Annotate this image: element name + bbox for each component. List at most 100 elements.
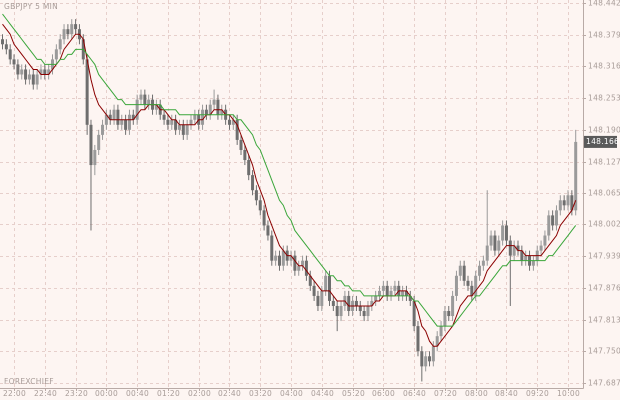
- candle-body: [520, 250, 524, 261]
- candle-body: [216, 99, 220, 115]
- candle-body: [435, 336, 439, 347]
- candle-body: [412, 300, 416, 327]
- x-tick-label: 08:40: [495, 389, 518, 398]
- candle-body: [370, 300, 374, 306]
- candle-body: [262, 210, 266, 226]
- candle-body: [193, 114, 197, 120]
- candle-body: [389, 290, 393, 296]
- x-tick-label: 05:20: [342, 389, 365, 398]
- candle-body: [331, 300, 335, 306]
- candle-body: [339, 305, 343, 317]
- candle-body: [470, 285, 474, 296]
- y-tick-label: 148.127: [588, 158, 620, 167]
- candle-body: [124, 119, 128, 130]
- candle-body: [485, 245, 489, 261]
- y-tick-label: 147.813: [588, 316, 620, 325]
- candle-body: [154, 104, 158, 110]
- y-tick-label: 148.253: [588, 94, 620, 103]
- candle-body: [116, 109, 120, 125]
- candle-body: [401, 290, 405, 296]
- candle-body: [381, 285, 385, 291]
- candle-body: [574, 141, 578, 211]
- candle-body: [54, 49, 58, 60]
- y-tick-label: 148.190: [588, 126, 620, 135]
- candle-body: [39, 69, 43, 75]
- candle-body: [489, 235, 493, 246]
- candle-body: [462, 265, 466, 281]
- moving-average-line: [2, 23, 577, 347]
- candle-body: [170, 119, 174, 125]
- candle-body: [543, 235, 547, 246]
- last-price-label: 148.166: [586, 137, 619, 146]
- x-tick-label: 00:40: [126, 389, 149, 398]
- candle-body: [504, 225, 508, 241]
- candle-body: [320, 290, 324, 306]
- candle-body: [89, 124, 93, 166]
- candle-body: [304, 260, 308, 276]
- candle-body: [177, 124, 181, 130]
- y-tick-label: 147.687: [588, 379, 620, 388]
- candle-body: [47, 69, 51, 75]
- candle-body: [97, 134, 101, 150]
- candle-body: [147, 99, 151, 105]
- candle-body: [266, 225, 270, 236]
- candle-body: [447, 311, 451, 317]
- candle-body: [428, 356, 432, 362]
- candle-body: [297, 265, 301, 271]
- candle-body: [312, 285, 316, 296]
- candle-body: [393, 285, 397, 291]
- candle-body: [70, 24, 74, 35]
- candle-body: [281, 250, 285, 266]
- y-tick-label: 148.065: [588, 189, 620, 198]
- candle-body: [531, 260, 535, 266]
- candle-body: [239, 139, 243, 150]
- candle-body: [501, 225, 505, 241]
- candle-body: [458, 265, 462, 276]
- candle-body: [166, 119, 170, 125]
- candle-body: [551, 215, 555, 226]
- candle-body: [362, 311, 366, 317]
- candle-body: [227, 119, 231, 125]
- candle-body: [131, 114, 135, 120]
- y-tick-label: 147.876: [588, 284, 620, 293]
- candle-body: [120, 119, 124, 125]
- plot: [1, 13, 578, 382]
- candle-body: [139, 94, 143, 100]
- candle-body: [404, 290, 408, 296]
- candle-body: [474, 275, 478, 296]
- candle-body: [508, 240, 512, 256]
- candle-body: [112, 109, 116, 120]
- candle-body: [181, 124, 185, 135]
- candle-body: [270, 235, 274, 261]
- candle-body: [516, 245, 520, 251]
- candle-body: [62, 29, 66, 40]
- x-tick-label: 06:00: [372, 389, 395, 398]
- candle-body: [27, 74, 31, 80]
- candle-body: [385, 285, 389, 296]
- candle-body: [562, 200, 566, 206]
- x-tick-label: 02:40: [218, 389, 241, 398]
- candle-body: [570, 195, 574, 211]
- candle-body: [74, 24, 78, 30]
- candle-body: [439, 326, 443, 337]
- y-tick-label: 148.002: [588, 220, 620, 229]
- candle-body: [374, 295, 378, 301]
- candle-body: [316, 295, 320, 306]
- candle-body: [335, 305, 339, 317]
- candle-body: [4, 44, 8, 50]
- x-tick-label: 01:20: [157, 389, 180, 398]
- candle-body: [539, 245, 543, 251]
- candle-body: [416, 326, 420, 352]
- candle-body: [566, 195, 570, 206]
- candle-body: [201, 109, 205, 125]
- candle-body: [254, 190, 258, 201]
- candle-body: [58, 39, 62, 50]
- candle-body: [327, 275, 331, 301]
- candle-body: [497, 240, 501, 251]
- candle-body: [301, 260, 305, 266]
- candle-body: [20, 69, 24, 75]
- x-tick-label: 00:00: [95, 389, 118, 398]
- x-tick-label: 04:40: [311, 389, 334, 398]
- candle-body: [408, 295, 412, 301]
